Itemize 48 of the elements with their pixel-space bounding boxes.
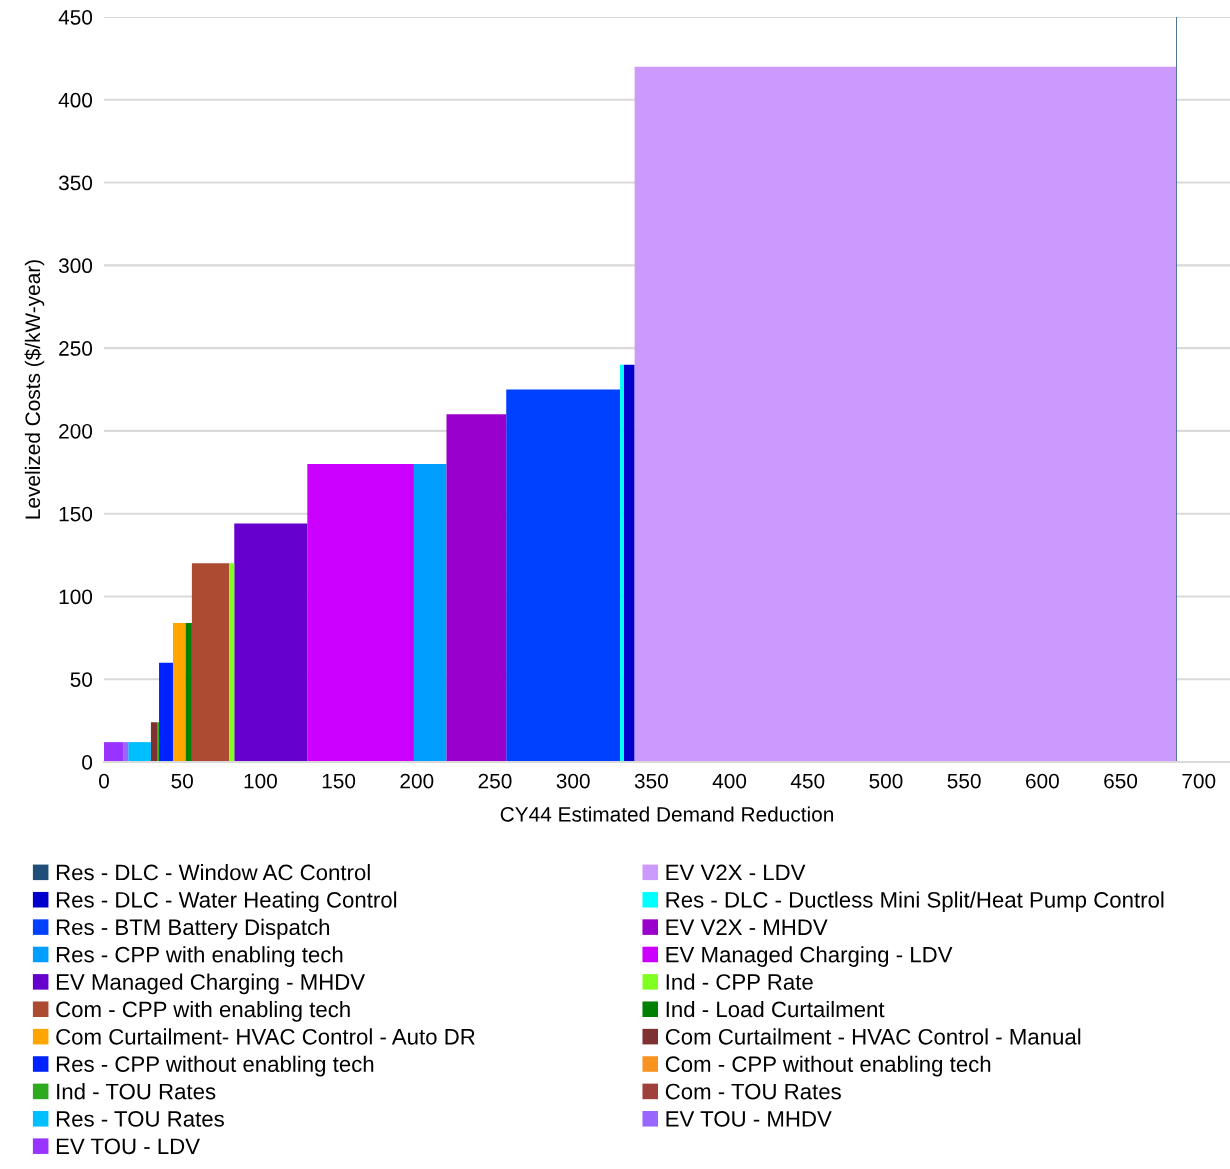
legend-label: Com Curtailment- HVAC Control - Auto DR [56, 1028, 475, 1045]
x-tick-label: 150 [322, 773, 356, 789]
y-tick-label: 100 [59, 589, 93, 605]
y-tick-label: 200 [59, 423, 93, 439]
legend-label: EV TOU - LDV [56, 1138, 200, 1155]
y-axis-title: Levelized Costs ($/kW-year) [24, 260, 45, 519]
legend-label: Com Curtailment - HVAC Control - Manual [665, 1028, 1081, 1045]
x-tick-label: 650 [1104, 773, 1138, 789]
y-tick-label: 0 [82, 755, 93, 770]
legend-label: Res - TOU Rates [56, 1111, 224, 1127]
y-tick-label: 400 [58, 92, 93, 108]
legend-label: EV TOU - MHDV [666, 1111, 832, 1127]
legend-label: Res - CPP with enabling tech [56, 946, 343, 967]
x-tick-label: 400 [712, 773, 747, 789]
x-tick-label: 700 [1182, 773, 1216, 789]
legend-label: EV V2X - LDV [666, 864, 806, 881]
legend-label: Res - DLC - Water Heating Control [56, 891, 397, 913]
x-tick-label: 350 [634, 773, 668, 789]
y-tick-label: 350 [58, 175, 93, 191]
x-axis-title: CY44 Estimated Demand Reduction [500, 806, 833, 822]
x-tick-label: 450 [790, 773, 825, 789]
x-tick-label: 100 [244, 773, 277, 789]
x-tick-label: 300 [556, 773, 590, 789]
legend-label: EV Managed Charging - LDV [666, 946, 953, 967]
legend-label: Ind - Load Curtailment [666, 1000, 885, 1018]
y-tick-label: 50 [70, 672, 93, 687]
x-tick-label: 200 [400, 773, 434, 789]
legend-label: Res - DLC - Window AC Control [56, 864, 370, 881]
x-tick-label: 550 [947, 773, 981, 789]
x-tick-label: 250 [478, 773, 512, 789]
x-tick-label: 0 [99, 773, 109, 789]
x-tick-label: 500 [869, 773, 903, 789]
y-tick-label: 150 [59, 506, 93, 522]
y-tick-label: 250 [59, 341, 93, 356]
x-tick-label: 50 [171, 773, 193, 789]
legend-label: Res - CPP without enabling tech [56, 1055, 374, 1077]
x-tick-label: 600 [1026, 773, 1059, 789]
legend-label: Com - TOU Rates [665, 1083, 841, 1100]
y-tick-label: 450 [58, 10, 93, 25]
legend-label: Ind - CPP Rate [666, 973, 813, 990]
legend-label: Res - BTM Battery Dispatch [56, 918, 330, 940]
y-tick-label: 300 [58, 258, 93, 274]
legend-label: Com - CPP without enabling tech [665, 1055, 991, 1077]
legend-label: EV Managed Charging - MHDV [56, 973, 366, 995]
legend-label: Com - CPP with enabling tech [56, 1000, 350, 1022]
legend-label: Res - DLC - Ductless Mini Split/Heat Pump Control [666, 891, 1164, 913]
legend-label: EV V2X - MHDV [666, 919, 828, 935]
legend-label: Ind - TOU Rates [57, 1083, 216, 1100]
